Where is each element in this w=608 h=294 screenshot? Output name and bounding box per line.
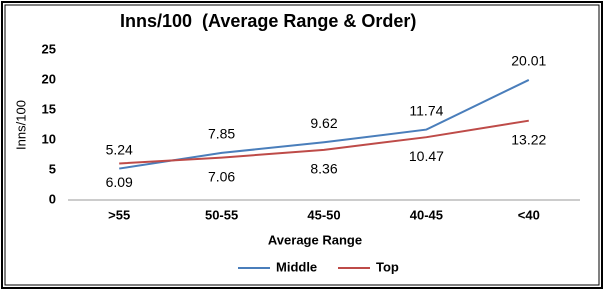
y-tick-label: 10 <box>42 131 56 146</box>
data-label: 7.06 <box>208 168 235 184</box>
data-label: 11.74 <box>409 102 443 118</box>
y-tick-label: 25 <box>42 41 56 56</box>
y-tick-label: 0 <box>49 191 56 206</box>
data-label: 8.36 <box>310 161 337 177</box>
data-label: 9.62 <box>310 115 337 131</box>
data-label: 5.24 <box>106 141 133 157</box>
data-label: 7.85 <box>208 126 235 142</box>
series-line <box>119 119 529 165</box>
chart-frame-inner <box>4 4 600 286</box>
y-axis-title: Inns/100 <box>13 100 28 150</box>
legend-label: Middle <box>276 259 317 274</box>
x-tick-label: 50-55 <box>205 207 238 222</box>
legend-label: Top <box>376 259 399 274</box>
data-label: 10.47 <box>409 148 444 164</box>
x-tick-label: 45-50 <box>307 207 340 222</box>
data-label: 20.01 <box>511 53 546 69</box>
data-label: 6.09 <box>106 174 133 190</box>
y-tick-label: 5 <box>49 161 56 176</box>
y-tick-label: 20 <box>42 71 56 86</box>
series-line <box>119 79 530 170</box>
data-label: 13.22 <box>511 131 546 147</box>
x-axis-title: Average Range <box>268 232 362 247</box>
x-tick-label: <40 <box>518 207 540 222</box>
chart-title: Inns/100 (Average Range & Order) <box>120 11 416 31</box>
x-tick-label: >55 <box>108 207 130 222</box>
x-tick-label: 40-45 <box>410 207 443 222</box>
y-tick-label: 15 <box>42 101 56 116</box>
